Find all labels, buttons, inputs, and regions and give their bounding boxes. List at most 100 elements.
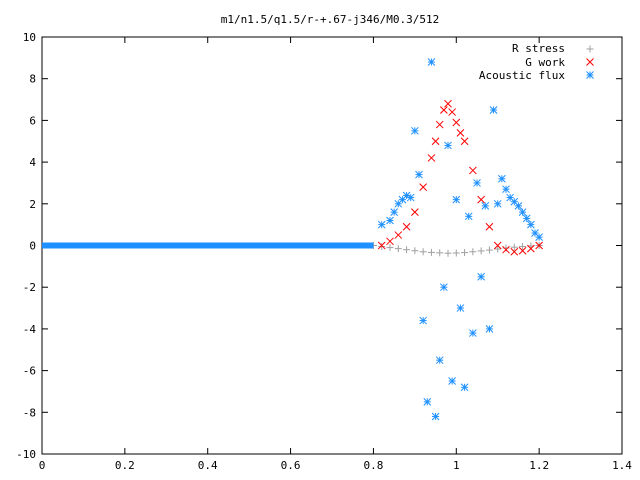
data-point <box>518 246 527 255</box>
x-tick-label: 0.2 <box>115 459 135 472</box>
series-g-work <box>377 99 543 256</box>
data-point <box>411 247 419 255</box>
data-point <box>535 241 543 250</box>
data-point <box>444 99 452 108</box>
data-point <box>386 244 394 252</box>
data-point <box>394 231 403 239</box>
data-point <box>440 283 448 292</box>
data-point <box>485 222 494 231</box>
data-point <box>464 212 473 221</box>
data-point <box>440 106 448 114</box>
y-tick-label: 6 <box>29 114 36 127</box>
data-point <box>435 120 444 129</box>
data-point <box>493 241 502 250</box>
x-tick-label: 1.4 <box>612 459 632 472</box>
data-point <box>485 246 493 254</box>
y-tick-label: 2 <box>29 198 36 211</box>
data-point <box>481 202 490 210</box>
y-tick-label: -2 <box>23 281 36 294</box>
data-point <box>386 237 394 246</box>
legend-marker <box>586 71 594 79</box>
data-point <box>444 141 452 150</box>
x-tick-label: 1.2 <box>529 459 549 472</box>
data-point <box>419 248 427 256</box>
data-point <box>419 316 427 325</box>
data-point <box>427 248 435 256</box>
legend-label-acoustic-flux: Acoustic flux <box>479 69 565 82</box>
data-point <box>431 137 440 146</box>
data-point <box>377 220 386 229</box>
y-tick-label: -4 <box>23 323 37 336</box>
x-tick-label: 0.6 <box>281 459 301 472</box>
data-point <box>514 202 523 210</box>
y-tick-label: 10 <box>23 31 36 44</box>
data-point <box>390 208 398 216</box>
data-point <box>406 193 415 202</box>
data-point <box>427 58 436 66</box>
data-point <box>498 174 506 183</box>
y-tick-label: -10 <box>16 448 36 461</box>
data-point <box>431 412 440 421</box>
data-point <box>448 108 456 116</box>
data-point <box>427 154 436 162</box>
axis-ticks: 0 0.2 0.4 0.6 0.8 1 1.2 1.4 10 8 6 4 2 0 -2 -4 -6 -8 -10 <box>16 31 632 472</box>
data-point <box>477 247 485 255</box>
data-point <box>411 126 419 135</box>
data-point <box>456 304 465 312</box>
data-point <box>403 246 411 254</box>
data-point <box>423 398 432 406</box>
legend-marker <box>586 58 594 66</box>
data-point <box>522 214 531 223</box>
data-point <box>448 377 456 385</box>
data-point <box>435 356 444 365</box>
data-point <box>444 249 452 257</box>
y-tick-label: 8 <box>29 73 36 86</box>
data-point <box>535 233 543 242</box>
data-point <box>386 216 394 225</box>
data-point <box>452 118 461 127</box>
data-point <box>510 247 519 256</box>
x-tick-label: 1 <box>453 459 460 472</box>
data-point <box>494 245 502 253</box>
y-tick-label: 4 <box>29 156 36 169</box>
data-point <box>469 248 477 256</box>
x-tick-label: 0 <box>39 459 46 472</box>
legend-label-r-stress: R stress <box>512 42 565 55</box>
data-point <box>485 325 494 333</box>
data-point <box>402 222 411 231</box>
data-point <box>452 195 461 204</box>
data-point <box>502 185 510 194</box>
x-tick-label: 0.8 <box>363 459 383 472</box>
data-point <box>419 183 427 191</box>
data-point <box>473 179 481 187</box>
data-point <box>519 243 527 251</box>
data-point <box>477 272 485 281</box>
y-tick-label: 0 <box>29 240 36 253</box>
data-point <box>377 241 386 250</box>
data-point <box>489 106 498 114</box>
data-point <box>460 137 469 146</box>
data-point <box>460 383 469 392</box>
data-point <box>502 245 510 254</box>
data-point <box>436 249 444 257</box>
data-point <box>510 243 518 251</box>
chart-title: m1/n1.5/q1.5/r-+.67-j346/M0.3/512 <box>221 13 440 26</box>
data-point <box>518 208 527 216</box>
data-point <box>527 244 535 253</box>
data-point <box>394 245 402 253</box>
data-point <box>456 129 465 137</box>
y-tick-label: -6 <box>23 365 36 378</box>
series-layer <box>42 58 543 421</box>
legend-label-g-work: G work <box>525 56 565 69</box>
series-acoustic-flux <box>42 58 543 421</box>
y-tick-label: -8 <box>23 406 36 419</box>
legend-marker <box>586 45 594 53</box>
data-point <box>415 170 423 179</box>
data-point <box>502 244 510 252</box>
data-point <box>469 329 477 337</box>
data-point <box>411 208 419 216</box>
data-point <box>452 249 460 257</box>
legend: R stress G work Acoustic flux <box>479 42 594 82</box>
data-point <box>527 220 535 229</box>
